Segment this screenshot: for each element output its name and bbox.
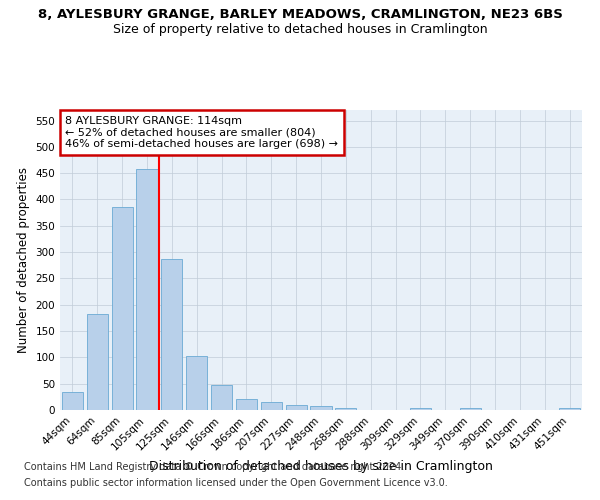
Text: Contains HM Land Registry data © Crown copyright and database right 2024.: Contains HM Land Registry data © Crown c… [24,462,404,472]
Bar [211,384,232,410]
X-axis label: Distribution of detached houses by size in Cramlington: Distribution of detached houses by size … [149,460,493,473]
Text: 8 AYLESBURY GRANGE: 114sqm
← 52% of detached houses are smaller (804)
46% of sem: 8 AYLESBURY GRANGE: 114sqm ← 52% of deta… [65,116,338,149]
Bar [136,170,158,410]
Bar [186,356,207,410]
Bar [310,406,332,410]
Text: Size of property relative to detached houses in Cramlington: Size of property relative to detached ho… [113,22,487,36]
Bar [236,400,257,410]
Text: Contains public sector information licensed under the Open Government Licence v3: Contains public sector information licen… [24,478,448,488]
Bar [410,408,431,410]
Bar [559,408,580,410]
Bar [460,408,481,410]
Bar [286,404,307,410]
Bar [87,314,108,410]
Bar [161,259,182,410]
Bar [261,402,282,410]
Bar [62,392,83,410]
Text: 8, AYLESBURY GRANGE, BARLEY MEADOWS, CRAMLINGTON, NE23 6BS: 8, AYLESBURY GRANGE, BARLEY MEADOWS, CRA… [38,8,562,20]
Bar [112,208,133,410]
Y-axis label: Number of detached properties: Number of detached properties [17,167,30,353]
Bar [335,408,356,410]
